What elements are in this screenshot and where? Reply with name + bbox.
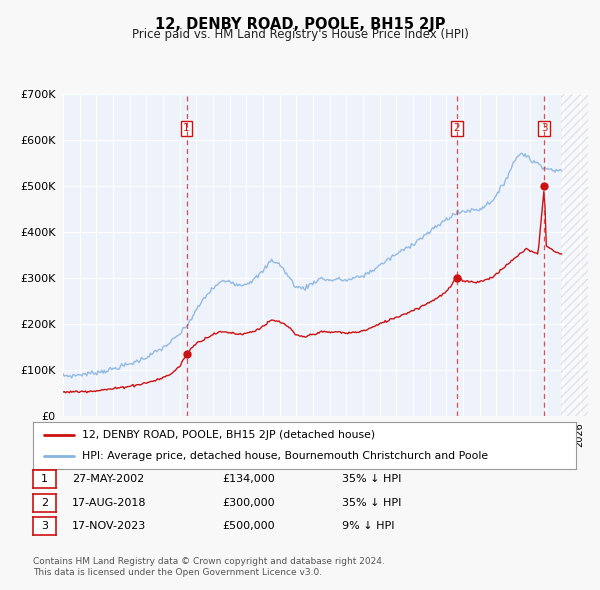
- Text: This data is licensed under the Open Government Licence v3.0.: This data is licensed under the Open Gov…: [33, 568, 322, 577]
- Text: 17-NOV-2023: 17-NOV-2023: [72, 522, 146, 531]
- Text: 12, DENBY ROAD, POOLE, BH15 2JP (detached house): 12, DENBY ROAD, POOLE, BH15 2JP (detache…: [82, 430, 375, 440]
- Text: Price paid vs. HM Land Registry's House Price Index (HPI): Price paid vs. HM Land Registry's House …: [131, 28, 469, 41]
- Text: 2: 2: [454, 123, 460, 133]
- Text: 3: 3: [41, 522, 48, 531]
- Text: HPI: Average price, detached house, Bournemouth Christchurch and Poole: HPI: Average price, detached house, Bour…: [82, 451, 488, 461]
- Text: 9% ↓ HPI: 9% ↓ HPI: [342, 522, 395, 531]
- Text: 3: 3: [541, 123, 548, 133]
- Text: 1: 1: [183, 123, 190, 133]
- Text: 35% ↓ HPI: 35% ↓ HPI: [342, 474, 401, 484]
- Text: Contains HM Land Registry data © Crown copyright and database right 2024.: Contains HM Land Registry data © Crown c…: [33, 557, 385, 566]
- Text: 1: 1: [41, 474, 48, 484]
- Text: £300,000: £300,000: [222, 498, 275, 507]
- Text: £500,000: £500,000: [222, 522, 275, 531]
- Text: 17-AUG-2018: 17-AUG-2018: [72, 498, 146, 507]
- Text: 12, DENBY ROAD, POOLE, BH15 2JP: 12, DENBY ROAD, POOLE, BH15 2JP: [155, 17, 445, 31]
- Bar: [562, 94, 588, 416]
- Text: 2: 2: [41, 498, 48, 507]
- Text: 35% ↓ HPI: 35% ↓ HPI: [342, 498, 401, 507]
- Text: £134,000: £134,000: [222, 474, 275, 484]
- Text: 27-MAY-2002: 27-MAY-2002: [72, 474, 144, 484]
